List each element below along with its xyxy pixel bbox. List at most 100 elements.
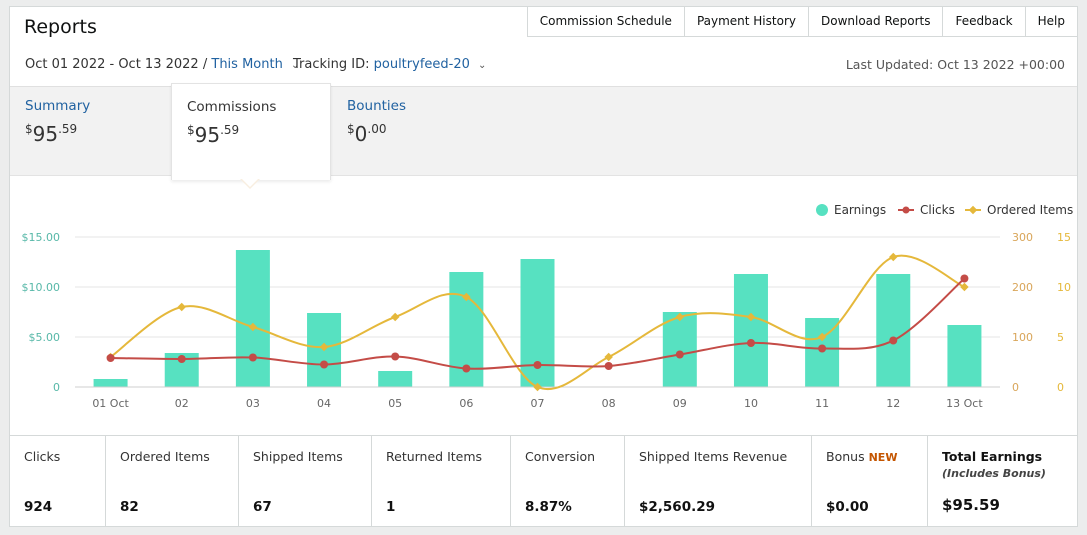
date-range-text: Oct 01 2022 - Oct 13 2022 xyxy=(25,57,199,72)
clicks-point xyxy=(960,274,969,283)
ordered-items-point xyxy=(675,312,685,322)
x-axis-tick-label: 10 xyxy=(744,397,758,410)
earnings-bar xyxy=(378,371,413,387)
ordered-items-point xyxy=(889,252,898,262)
stat-bonus: Bonus NEW $0.00 xyxy=(812,436,928,527)
earnings-bar xyxy=(235,250,270,387)
earnings-bar xyxy=(876,274,911,387)
ordered-items-axis-tick-label: 5 xyxy=(1057,331,1064,344)
filter-bar: Oct 01 2022 - Oct 13 2022 / This Month ⌄… xyxy=(25,57,486,72)
ordered-items-point xyxy=(817,332,827,342)
tab-summary[interactable]: Summary $95.59 xyxy=(10,87,171,176)
legend-clicks[interactable]: Clicks xyxy=(898,203,955,217)
stat-ordered-items-value: 82 xyxy=(120,499,139,515)
x-axis-tick-label: 01 Oct xyxy=(92,397,129,410)
tab-bounties-amount: $0.00 xyxy=(347,122,387,146)
left-axis-tick-label: $10.00 xyxy=(22,281,61,294)
clicks-point xyxy=(746,339,755,347)
earnings-chart: $15.00 300 15$10.00 200 10$5.00 100 50 0 001 Oct… xyxy=(22,231,1072,410)
legend-ordered-items[interactable]: Ordered Items xyxy=(965,203,1073,217)
ordered-items-axis-tick-label: 10 xyxy=(1057,281,1071,294)
clicks-point xyxy=(818,344,827,353)
x-axis-tick-label: 05 xyxy=(388,397,402,410)
tab-commissions[interactable]: Commissions $95.59 xyxy=(171,83,331,180)
stat-returned-items-label: Returned Items xyxy=(386,449,483,464)
legend-clicks-label: Clicks xyxy=(920,203,955,217)
feedback-button[interactable]: Feedback xyxy=(942,6,1026,37)
date-range-selector[interactable]: Oct 01 2022 - Oct 13 2022 / This Month ⌄ xyxy=(25,57,299,72)
clicks-point xyxy=(391,352,400,361)
stat-shipped-items: Shipped Items 67 xyxy=(239,436,372,527)
stat-total-earnings-note: (Includes Bonus) xyxy=(942,467,1046,480)
tab-summary-label: Summary xyxy=(25,98,91,114)
clicks-axis-tick-label: 200 xyxy=(1012,281,1033,294)
stat-shipped-items-revenue: Shipped Items Revenue $2,560.29 xyxy=(625,436,812,527)
stat-clicks-label: Clicks xyxy=(24,449,61,464)
ordered-items-point xyxy=(960,282,969,292)
legend-earnings-swatch xyxy=(816,204,828,216)
stat-returned-items-value: 1 xyxy=(386,499,396,515)
stats-bar: Clicks 924 Ordered Items 82 Shipped Item… xyxy=(10,435,1077,527)
tab-summary-amount: $95.59 xyxy=(25,122,78,146)
earnings-bar xyxy=(93,379,128,387)
tab-commissions-amount: $95.59 xyxy=(187,123,240,147)
x-axis-tick-label: 04 xyxy=(317,397,331,410)
page-title: Reports xyxy=(24,16,97,38)
clicks-axis-tick-label: 300 xyxy=(1012,231,1033,244)
ordered-items-point xyxy=(746,312,756,322)
tab-bounties-label: Bounties xyxy=(347,98,407,114)
ordered-items-axis-tick-label: 0 xyxy=(1057,381,1064,394)
tab-bounties[interactable]: Bounties $0.00 xyxy=(332,87,492,176)
stat-shipped-items-label: Shipped Items xyxy=(253,449,343,464)
stat-shipped-items-revenue-label: Shipped Items Revenue xyxy=(639,449,788,464)
clicks-point xyxy=(462,364,471,373)
clicks-point xyxy=(604,362,613,370)
ordered-items-point xyxy=(462,292,471,302)
help-button[interactable]: Help xyxy=(1024,6,1078,37)
x-axis-tick-label: 09 xyxy=(673,397,687,410)
report-tabs: Summary $95.59 Commissions $95.59 Bounti… xyxy=(10,83,1077,180)
last-updated: Last Updated: Oct 13 2022 +00:00 xyxy=(845,57,1065,72)
stat-total-earnings-label: Total Earnings xyxy=(942,449,1043,464)
clicks-axis-tick-label: 0 xyxy=(1012,381,1019,394)
x-axis-tick-label: 13 Oct xyxy=(946,397,983,410)
stat-clicks: Clicks 924 xyxy=(10,436,106,527)
earnings-bar xyxy=(662,312,697,387)
ordered-items-point xyxy=(604,352,613,362)
download-reports-button[interactable]: Download Reports xyxy=(807,6,944,37)
chevron-down-icon: ⌄ xyxy=(290,60,300,71)
clicks-point xyxy=(106,354,115,362)
clicks-point xyxy=(177,355,186,363)
left-axis-tick-label: $5.00 xyxy=(29,331,61,344)
stat-bonus-value: $0.00 xyxy=(826,499,869,515)
date-separator: / xyxy=(202,57,208,72)
new-badge: NEW xyxy=(868,451,898,464)
legend-earnings[interactable]: Earnings xyxy=(816,203,886,217)
tracking-label: Tracking ID: xyxy=(293,57,370,72)
stat-shipped-items-revenue-value: $2,560.29 xyxy=(639,499,716,515)
clicks-point xyxy=(889,336,898,345)
stat-ordered-items-label: Ordered Items xyxy=(120,449,210,464)
stat-shipped-items-value: 67 xyxy=(253,499,272,515)
stat-ordered-items: Ordered Items 82 xyxy=(106,436,239,527)
x-axis-tick-label: 06 xyxy=(459,397,473,410)
stat-total-earnings-value: $95.59 xyxy=(942,496,1000,514)
x-axis-tick-label: 08 xyxy=(602,397,616,410)
tracking-id-value: poultryfeed-20 xyxy=(373,57,470,72)
legend-clicks-swatch xyxy=(898,206,914,214)
stat-total-earnings: Total Earnings (Includes Bonus) $95.59 xyxy=(928,436,1077,527)
ordered-items-point xyxy=(533,382,542,392)
ordered-items-point xyxy=(390,312,400,322)
legend-ordered-items-swatch xyxy=(965,205,981,215)
x-axis-tick-label: 03 xyxy=(246,397,260,410)
reports-panel: Reports Commission Schedule Payment Hist… xyxy=(9,6,1078,527)
ordered-items-point xyxy=(319,342,329,352)
clicks-point xyxy=(675,350,684,359)
legend-ordered-items-label: Ordered Items xyxy=(987,203,1074,217)
tracking-id-selector[interactable]: Tracking ID: poultryfeed-20 ⌄ xyxy=(293,57,486,72)
period-text: This Month xyxy=(211,57,283,72)
stat-conversion-label: Conversion xyxy=(525,449,596,464)
top-nav: Commission Schedule Payment History Down… xyxy=(526,6,1078,37)
stat-conversion-value: 8.87% xyxy=(525,499,572,515)
ordered-items-point xyxy=(248,322,258,332)
